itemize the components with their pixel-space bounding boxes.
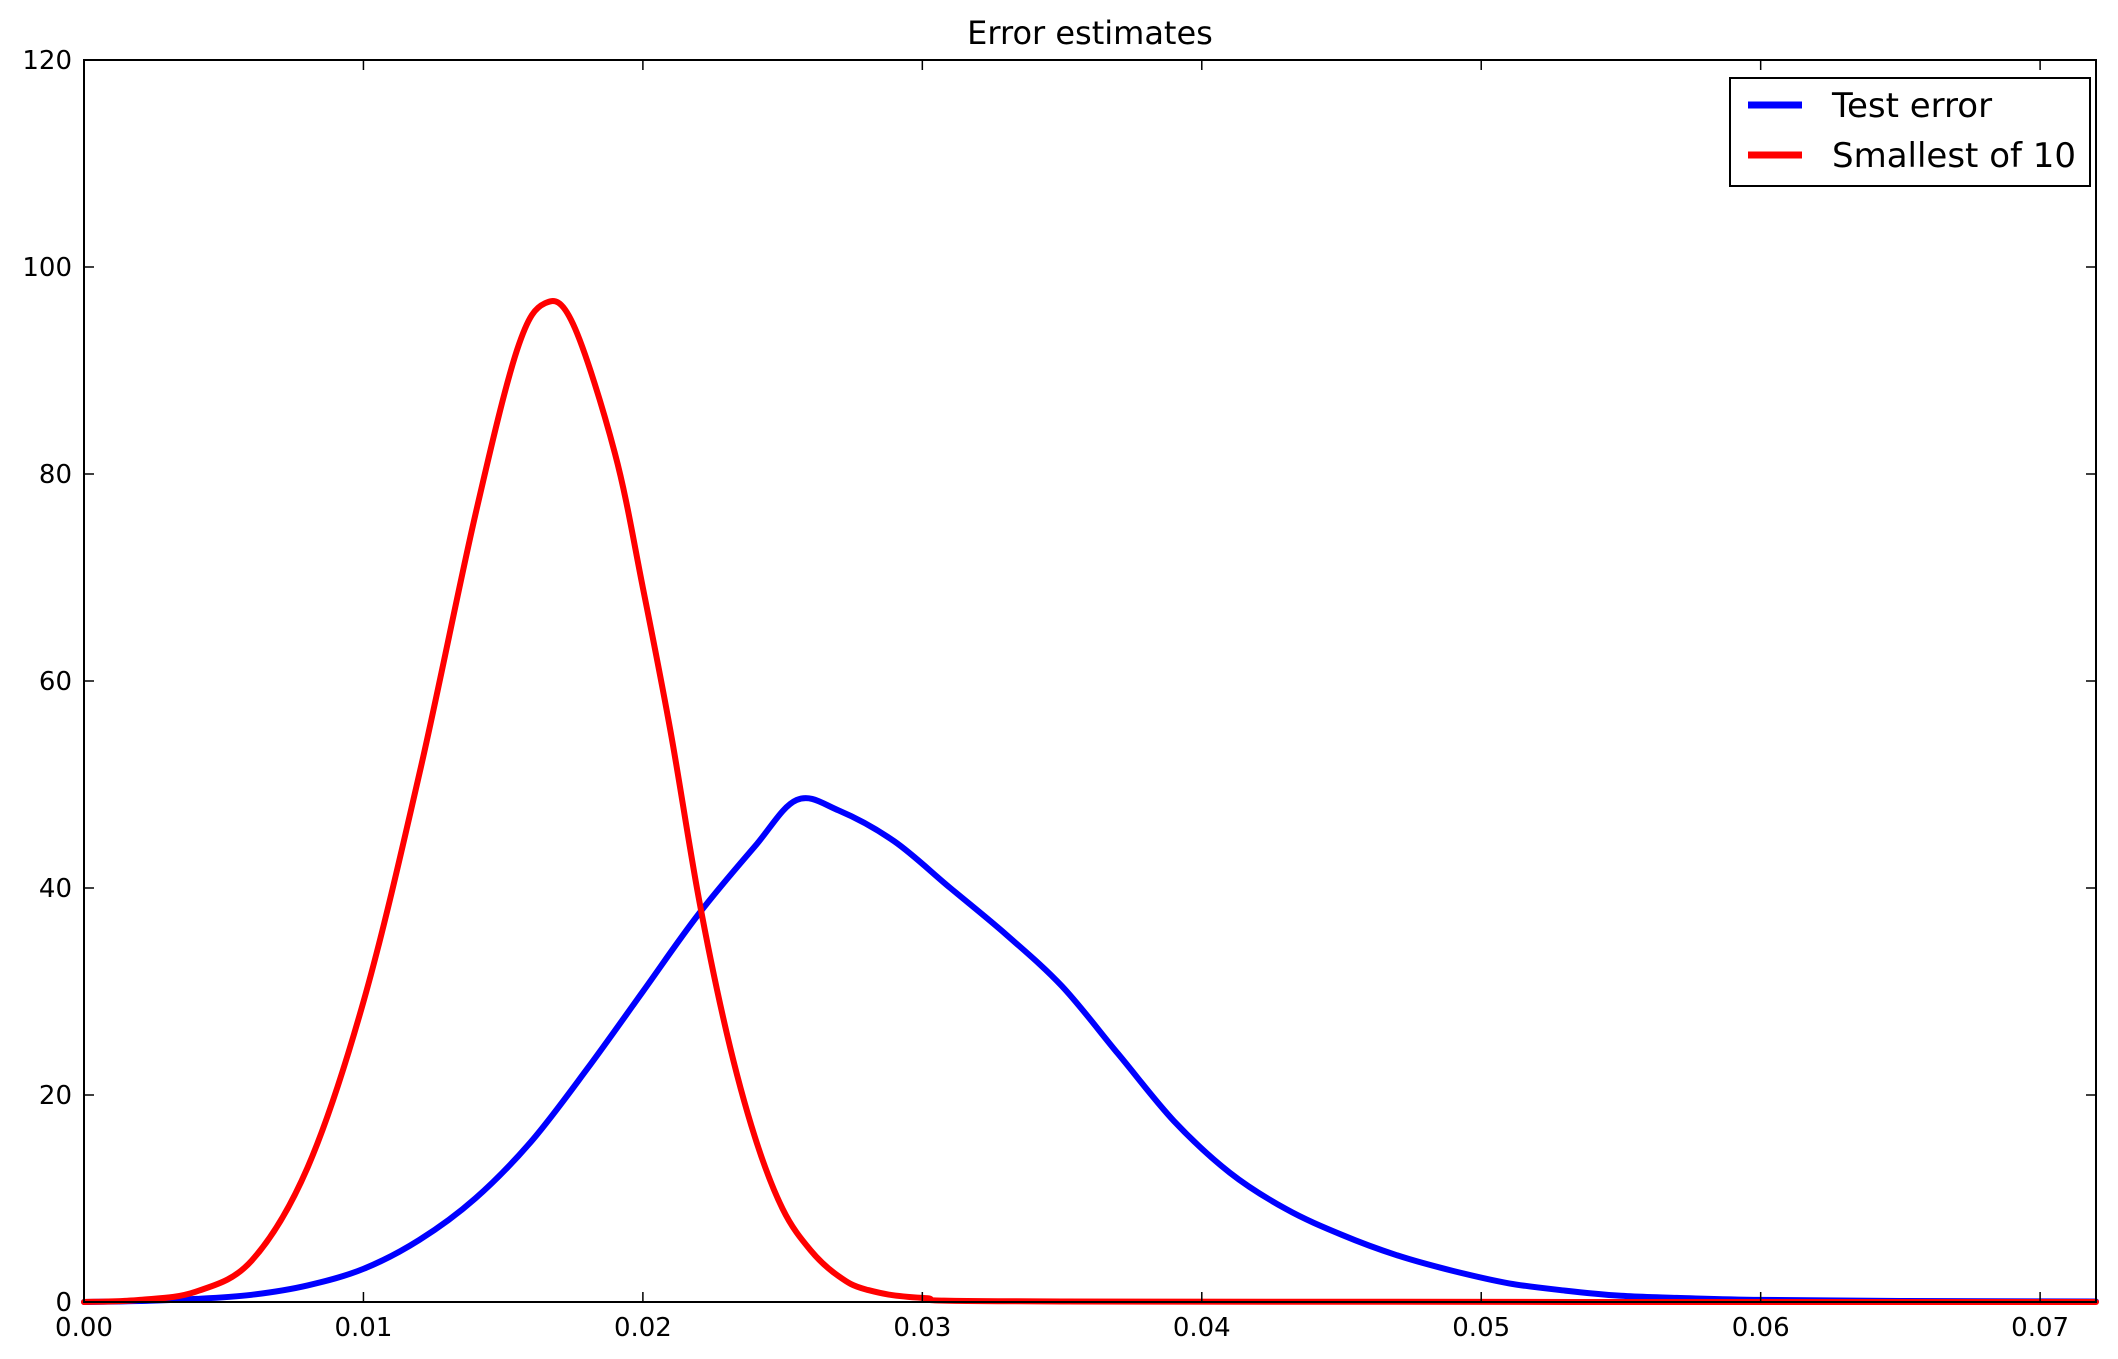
legend-label-smallest-of-10: Smallest of 10 — [1832, 136, 2076, 176]
x-tick-label: 0.02 — [614, 1313, 672, 1343]
x-tick-label: 0.07 — [2011, 1313, 2069, 1343]
y-tick-label: 20 — [39, 1081, 72, 1111]
legend-label-test-error: Test error — [1831, 86, 1992, 126]
x-tick-label: 0.04 — [1173, 1313, 1231, 1343]
y-tick-label: 100 — [22, 253, 72, 283]
ticks-layer: 0.00 0.01 0.02 0.03 0.04 0.05 0.06 0.07 0 20 40 60 8… — [22, 46, 2096, 1343]
y-tick-label: 120 — [22, 46, 72, 76]
x-tick-label: 0.00 — [55, 1313, 113, 1343]
x-tick-label: 0.05 — [1452, 1313, 1510, 1343]
legend: Test error Smallest of 10 — [1729, 77, 2091, 187]
y-tick-label: 80 — [39, 460, 72, 490]
y-tick-label: 0 — [55, 1288, 72, 1318]
x-tick-label: 0.06 — [1732, 1313, 1790, 1343]
y-tick-label: 40 — [39, 874, 72, 904]
y-tick-label: 60 — [39, 667, 72, 697]
x-tick-label: 0.01 — [334, 1313, 392, 1343]
x-tick-label: 0.03 — [893, 1313, 951, 1343]
series-line-test-error — [81, 795, 2099, 1305]
legend-box — [1729, 77, 2091, 187]
chart-title: Error estimates — [967, 14, 1213, 52]
